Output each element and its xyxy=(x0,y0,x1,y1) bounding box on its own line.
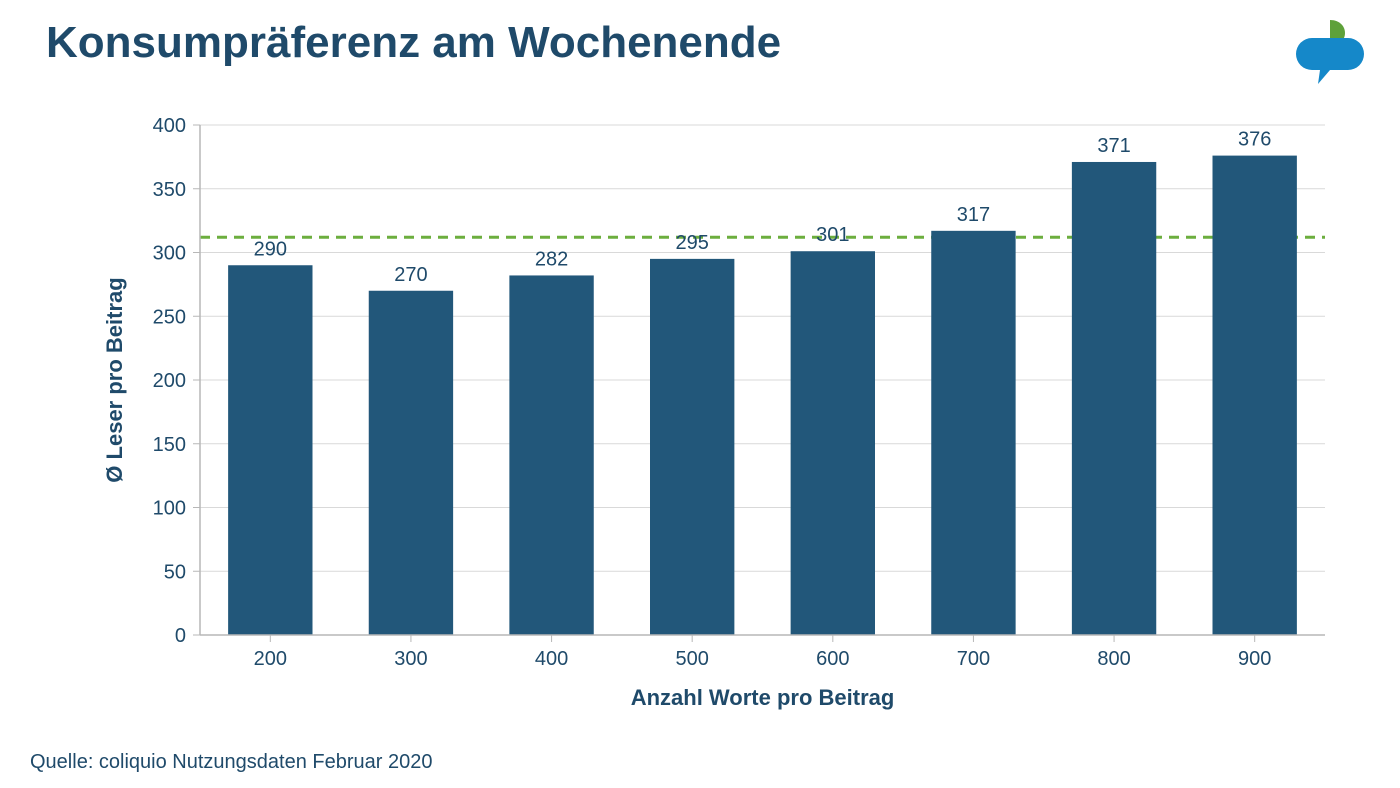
bar xyxy=(931,231,1015,635)
bar xyxy=(509,275,593,635)
bar-value-label: 301 xyxy=(816,224,849,246)
x-axis-title: Anzahl Worte pro Beitrag xyxy=(631,685,895,710)
bar-value-label: 317 xyxy=(957,204,990,226)
x-tick-label: 400 xyxy=(535,648,568,670)
speech-bubble-icon xyxy=(1296,38,1364,84)
bar xyxy=(228,265,312,635)
bar xyxy=(1072,162,1156,635)
x-tick-label: 700 xyxy=(957,648,990,670)
y-tick-label: 200 xyxy=(153,370,186,392)
bar-value-label: 290 xyxy=(254,238,287,260)
x-tick-label: 300 xyxy=(394,648,427,670)
y-axis-title: Ø Leser pro Beitrag xyxy=(102,277,127,482)
bar-chart: 0 50 100 150 200 250 300 350 400 290 200 270 300 282 4… xyxy=(85,110,1345,750)
x-tick-label: 200 xyxy=(254,648,287,670)
x-tick-label: 900 xyxy=(1238,648,1271,670)
y-tick-label: 100 xyxy=(153,498,186,520)
bar-value-label: 376 xyxy=(1238,129,1271,151)
x-tick-label: 800 xyxy=(1097,648,1130,670)
page-title: Konsumpräferenz am Wochenende xyxy=(46,18,781,68)
brand-logo xyxy=(1290,18,1370,98)
y-tick-label: 350 xyxy=(153,179,186,201)
y-tick-label: 150 xyxy=(153,434,186,456)
bar xyxy=(650,259,734,635)
y-tick-label: 400 xyxy=(153,115,186,137)
y-tick-label: 300 xyxy=(153,243,186,265)
y-tick-label: 0 xyxy=(175,625,186,647)
bar-value-label: 371 xyxy=(1097,135,1130,157)
x-tick-label: 600 xyxy=(816,648,849,670)
bar xyxy=(791,251,875,635)
bar-value-label: 270 xyxy=(394,264,427,286)
x-tick-label: 500 xyxy=(676,648,709,670)
source-text: Quelle: coliquio Nutzungsdaten Februar 2… xyxy=(30,751,432,774)
bar xyxy=(369,291,453,635)
bar xyxy=(1213,156,1297,635)
bar-value-label: 295 xyxy=(676,232,709,254)
y-tick-label: 50 xyxy=(164,561,186,583)
bar-value-label: 282 xyxy=(535,248,568,270)
y-tick-label: 250 xyxy=(153,306,186,328)
